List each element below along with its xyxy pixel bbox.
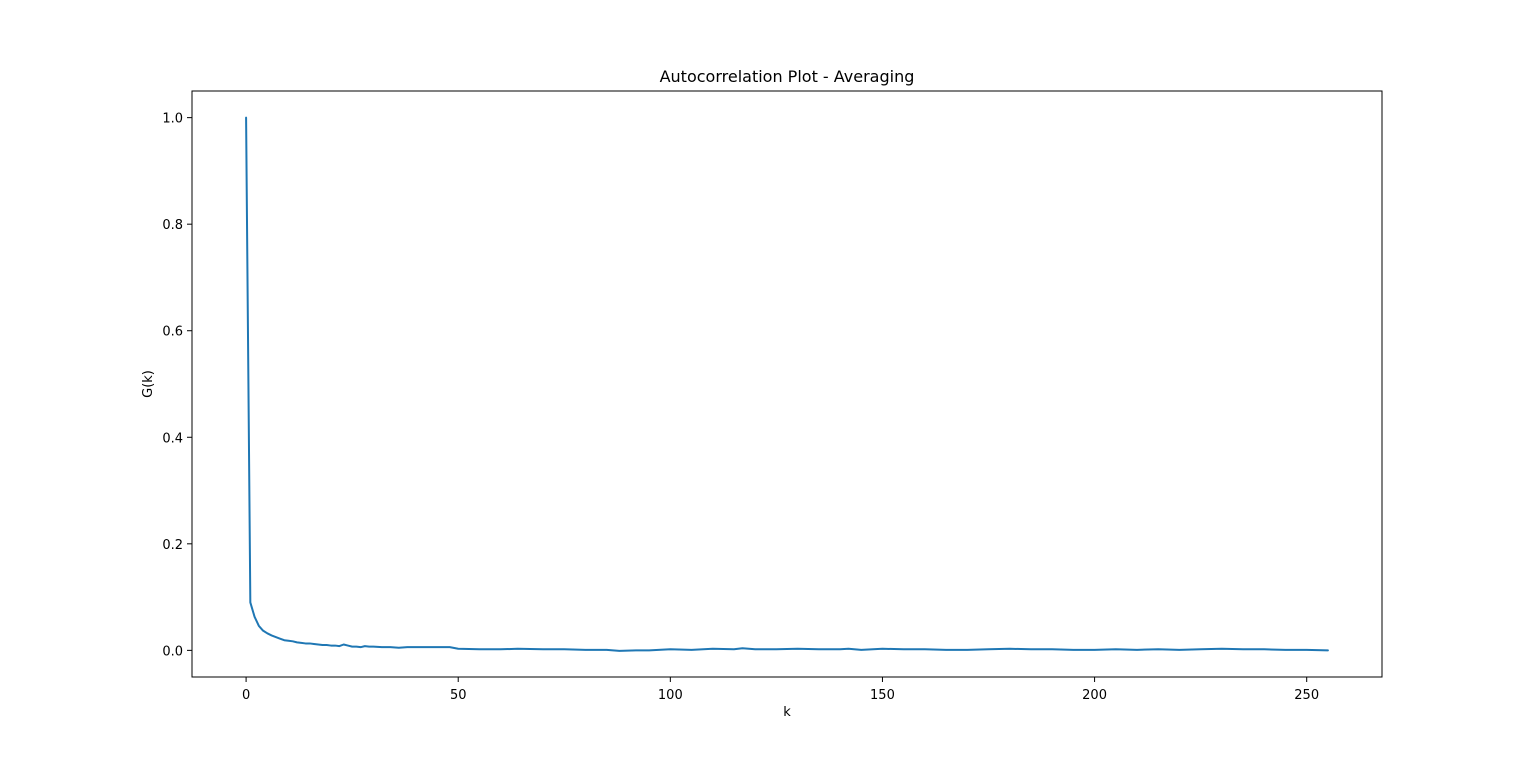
y-tick-label: 0.4 bbox=[162, 431, 183, 446]
y-tick-label: 1.0 bbox=[162, 112, 183, 127]
series-line bbox=[245, 116, 1329, 652]
y-tick-label: 0.2 bbox=[162, 538, 183, 553]
y-tick-label: 0.8 bbox=[162, 218, 183, 233]
y-axis-label: G(k) bbox=[141, 370, 156, 398]
y-axis-ticks: 0.0 0.2 0.4 0.6 0.8 1.0 bbox=[162, 112, 192, 659]
x-tick-label: 250 bbox=[1294, 688, 1319, 703]
x-tick-label: 100 bbox=[658, 688, 683, 703]
y-tick-label: 0.6 bbox=[162, 325, 183, 340]
chart-title: Autocorrelation Plot - Averaging bbox=[660, 67, 915, 86]
y-tick-label: 0.0 bbox=[162, 644, 183, 659]
x-tick-label: 150 bbox=[870, 688, 895, 703]
x-tick-label: 200 bbox=[1082, 688, 1107, 703]
x-tick-label: 50 bbox=[450, 688, 467, 703]
plot-area bbox=[245, 116, 1329, 652]
x-tick-label: 0 bbox=[242, 688, 250, 703]
plot-frame bbox=[191, 90, 1383, 678]
x-axis-label: k bbox=[783, 705, 791, 720]
x-axis-ticks: 0 50 100 150 200 250 bbox=[242, 677, 1319, 703]
